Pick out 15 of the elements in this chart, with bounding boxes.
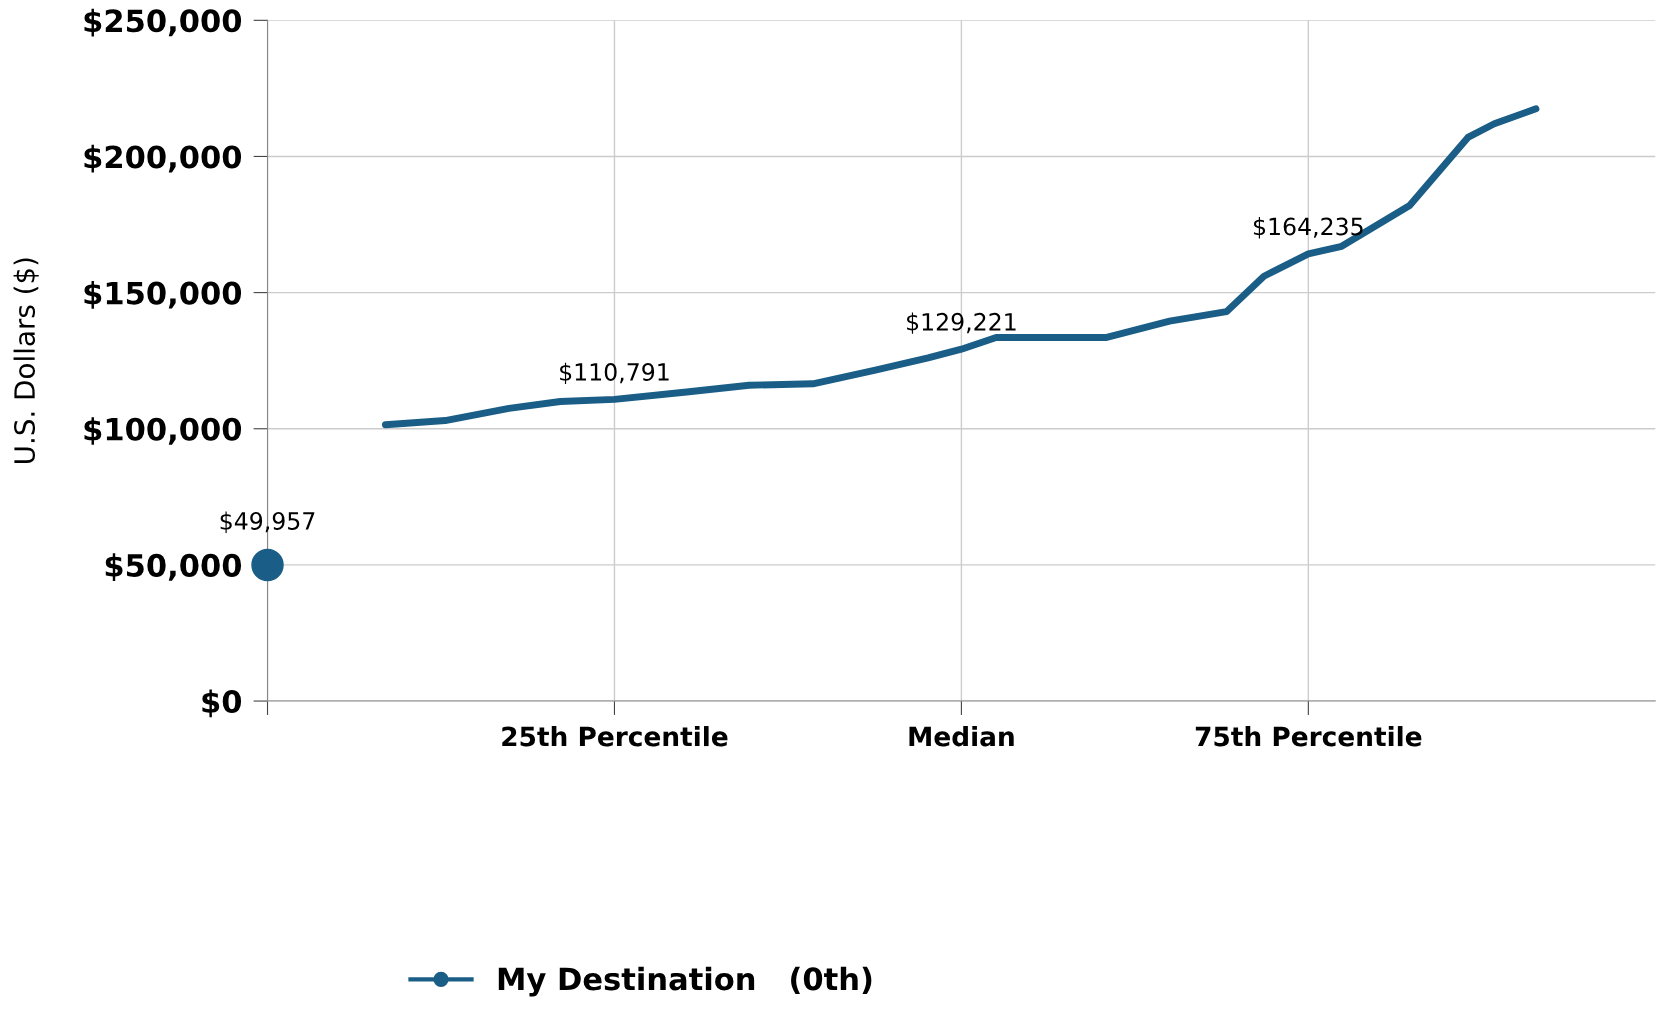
y-tick-label: $50,000 [105, 553, 242, 581]
x-tick-label: 25th Percentile [502, 726, 728, 747]
data-label: $49,957 [220, 511, 315, 534]
y-axis-title: U.S. Dollars ($) [13, 258, 39, 463]
annotation: $110,791 [560, 362, 669, 385]
y-tick-label: $100,000 [84, 417, 242, 445]
annotation: $164,235 [1253, 217, 1363, 239]
y-tick-label: $250,000 [84, 8, 242, 37]
y-tick-label: $150,000 [84, 281, 242, 309]
legend-label: My Destination (0th) [498, 966, 872, 997]
annotation: $129,221 [907, 312, 1016, 334]
y-tick-label: $0 [202, 689, 242, 718]
y-tick-label: $200,000 [84, 144, 242, 173]
x-tick-label: 75th Percentile [1195, 726, 1422, 747]
x-tick-label: Median [909, 726, 1014, 747]
